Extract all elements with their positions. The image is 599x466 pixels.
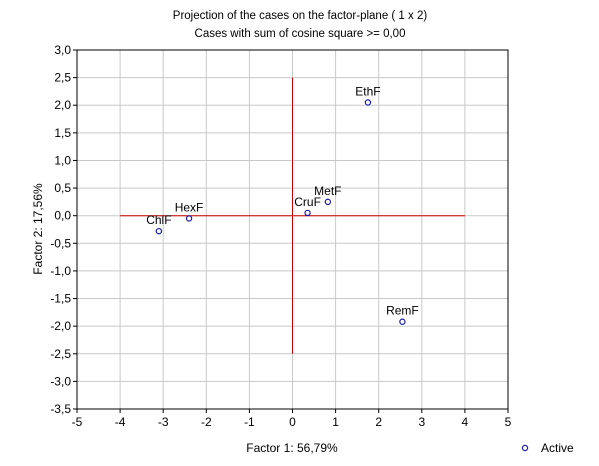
y-tick-label: -2,0 <box>50 319 71 333</box>
point-hexf <box>185 215 193 222</box>
point-label-chlf: ChlF <box>146 213 171 227</box>
x-tick-label: -1 <box>244 415 255 429</box>
legend-marker <box>521 444 529 452</box>
y-tick-label: 0,0 <box>54 209 71 223</box>
chart-title: Projection of the cases on the factor-pl… <box>173 10 428 22</box>
y-tick-label: 3,0 <box>54 43 71 57</box>
y-tick-label: 1,0 <box>54 153 71 167</box>
y-tick-label: 0,5 <box>54 181 71 195</box>
x-tick-label: 2 <box>375 415 382 429</box>
x-tick-label: -4 <box>115 415 126 429</box>
x-tick-label: 1 <box>332 415 339 429</box>
y-tick-label: 1,5 <box>54 126 71 140</box>
point-label-ethf: EthF <box>355 84 380 98</box>
legend: Active <box>521 441 574 455</box>
point-cruf <box>304 209 311 217</box>
point-metf <box>324 198 332 206</box>
point-remf <box>399 318 406 325</box>
legend-label: Active <box>541 441 574 455</box>
chart-subtitle: Cases with sum of cosine square >= 0,00 <box>195 28 406 40</box>
y-tick-label: 2,0 <box>54 98 71 112</box>
y-tick-label: -0,5 <box>50 236 71 250</box>
point-label-metf: MetF <box>314 184 341 198</box>
point-ethf <box>364 99 372 106</box>
y-tick-label: -2,5 <box>50 347 71 361</box>
y-tick-label: -3,5 <box>50 402 71 416</box>
y-axis-ticks: 3,0 2,5 2,0 1,5 1,0 0,5 0,0 -0,5 -1,0 -1,5 -2,0 -2,… <box>50 43 77 416</box>
reference-lines <box>120 77 465 354</box>
y-tick-label: 2,5 <box>54 71 71 85</box>
y-tick-label: -3,0 <box>50 374 71 388</box>
x-tick-label: -3 <box>158 415 169 429</box>
point-chlf <box>155 227 163 235</box>
x-tick-label: 0 <box>289 415 296 429</box>
point-label-remf: RemF <box>386 304 419 318</box>
x-tick-label: -2 <box>201 415 212 429</box>
x-tick-label: -5 <box>72 415 83 429</box>
y-axis-label: Factor 2: 17,56% <box>31 183 45 275</box>
x-tick-label: 4 <box>462 415 469 429</box>
x-axis-label: Factor 1: 56,79% <box>246 441 338 455</box>
point-label-hexf: HexF <box>175 200 204 214</box>
point-label-cruf: CruF <box>294 195 321 209</box>
x-tick-label: 3 <box>418 415 425 429</box>
y-tick-label: -1,0 <box>50 264 71 278</box>
x-tick-label: 5 <box>505 415 512 429</box>
x-axis-ticks: -5 -4 -3 -2 -1 0 1 2 3 4 5 <box>72 409 512 429</box>
y-tick-label: -1,5 <box>50 292 71 306</box>
